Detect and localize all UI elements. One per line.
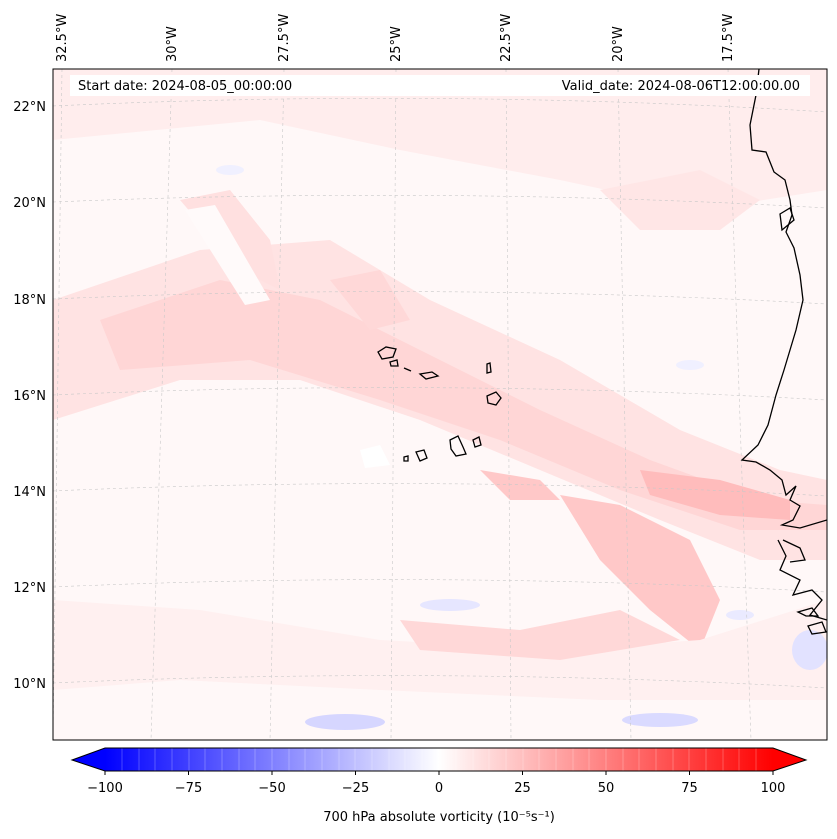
meridian-line bbox=[727, 69, 752, 740]
parallel-line bbox=[53, 194, 827, 209]
lat-label: 10°N bbox=[13, 677, 46, 692]
vorticity-field bbox=[53, 69, 827, 730]
coastline bbox=[740, 69, 827, 635]
lon-label: 25°W bbox=[389, 26, 404, 62]
meridian-line bbox=[269, 69, 285, 740]
colorbar-tick-label: 0 bbox=[435, 781, 443, 796]
colorbar-tick-label: −100 bbox=[87, 781, 123, 796]
meridian-line bbox=[505, 69, 512, 740]
map-frame bbox=[52, 68, 828, 741]
meridian-line bbox=[150, 69, 173, 740]
colorbar-max-extend bbox=[773, 748, 806, 771]
lat-label: 12°N bbox=[13, 581, 46, 596]
colorbar-levels bbox=[121, 748, 757, 771]
lat-label: 20°N bbox=[13, 196, 46, 211]
island-outline bbox=[418, 371, 440, 380]
meridian-line bbox=[617, 69, 632, 740]
parallel-line bbox=[53, 387, 827, 401]
colorbar-ticks bbox=[104, 771, 774, 775]
lon-label: 30°W bbox=[165, 26, 180, 62]
lon-label: 32.5°W bbox=[55, 14, 70, 62]
longitude-labels: 32.5°W 30°W 27.5°W 25°W 22.5°W 20°W 17.5… bbox=[55, 14, 736, 62]
meridian-line bbox=[53, 69, 63, 740]
colorbar-tick-label: −75 bbox=[175, 781, 202, 796]
lat-label: 22°N bbox=[13, 100, 46, 115]
colorbar-tick-label: −25 bbox=[342, 781, 369, 796]
africa-coastline bbox=[779, 207, 795, 232]
graticule bbox=[53, 69, 827, 740]
colorbar-tick-label: −50 bbox=[258, 781, 285, 796]
parallel-line bbox=[53, 97, 827, 113]
colorbar-tick-label: 75 bbox=[681, 781, 698, 796]
island-outline bbox=[472, 436, 482, 448]
parallel-line bbox=[53, 675, 827, 689]
meridian-line bbox=[390, 69, 397, 740]
cape-verde-islands bbox=[377, 346, 502, 462]
island-outline bbox=[486, 362, 492, 374]
colorbar-tick-label: 50 bbox=[598, 781, 615, 796]
lon-label: 17.5°W bbox=[721, 14, 736, 62]
lat-label: 14°N bbox=[13, 485, 46, 500]
parallel-line bbox=[53, 579, 827, 593]
island-outline bbox=[449, 435, 467, 457]
colorbar-tick-labels: −100 −75 −50 −25 0 25 50 75 100 bbox=[87, 781, 785, 796]
lon-label: 27.5°W bbox=[277, 14, 292, 62]
island-outline bbox=[403, 367, 412, 372]
africa-coastline bbox=[796, 607, 820, 617]
island-outline bbox=[389, 359, 399, 367]
island-outline bbox=[486, 391, 502, 406]
header-banner bbox=[70, 75, 810, 96]
map-panel: Start date: 2024-08-05_00:00:00 Valid_da… bbox=[52, 68, 828, 741]
valid-date-label: Valid_date: 2024-08-06T12:00:00.00 bbox=[562, 79, 800, 94]
colorbar-label: 700 hPa absolute vorticity (10⁻⁵s⁻¹) bbox=[323, 810, 555, 825]
start-date-label: Start date: 2024-08-05_00:00:00 bbox=[78, 79, 292, 94]
africa-coastline bbox=[782, 539, 806, 563]
lat-label: 18°N bbox=[13, 293, 46, 308]
africa-coastline bbox=[807, 621, 827, 635]
colorbar-gradient bbox=[105, 748, 773, 771]
island-outline bbox=[415, 449, 428, 462]
colorbar-tick-label: 100 bbox=[761, 781, 786, 796]
latitude-labels: 22°N 20°N 18°N 16°N 14°N 12°N 10°N bbox=[13, 100, 46, 692]
colorbar-min-extend bbox=[72, 748, 105, 771]
colorbar-tick-label: 25 bbox=[514, 781, 531, 796]
colorbar: −100 −75 −50 −25 0 25 50 75 100 700 hPa … bbox=[70, 747, 808, 825]
lon-label: 22.5°W bbox=[499, 14, 514, 62]
africa-coastline bbox=[740, 69, 827, 529]
lat-label: 16°N bbox=[13, 389, 46, 404]
island-outline bbox=[403, 455, 409, 462]
parallel-line bbox=[53, 291, 827, 305]
island-outline bbox=[377, 346, 397, 360]
parallel-line bbox=[53, 483, 827, 497]
lon-label: 20°W bbox=[611, 26, 626, 62]
